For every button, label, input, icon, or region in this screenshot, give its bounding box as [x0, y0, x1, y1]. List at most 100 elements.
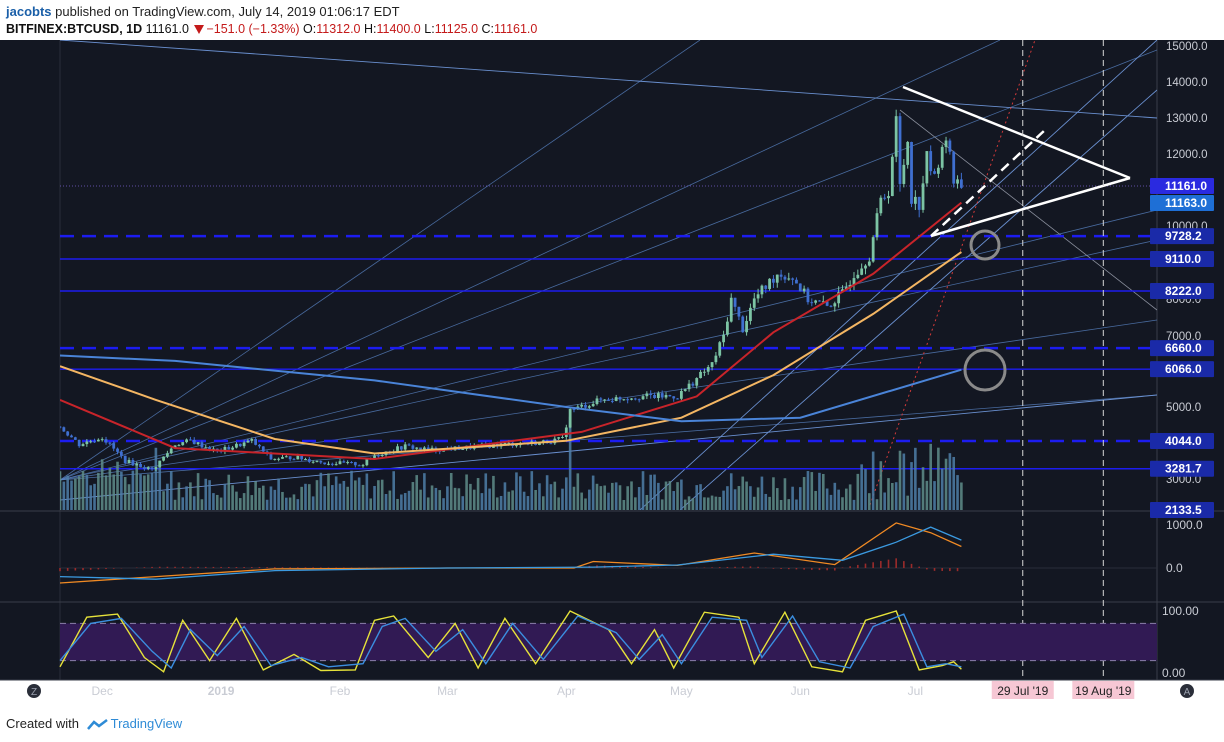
created-with-text: Created with — [6, 716, 79, 731]
candle-body — [399, 446, 403, 450]
volume-bar — [442, 498, 445, 510]
candle-body — [146, 467, 150, 469]
candle-body — [135, 463, 139, 466]
candle-body — [507, 442, 511, 444]
volume-bar — [883, 492, 886, 510]
volume-bar — [192, 496, 196, 510]
macd-histogram-bar — [949, 568, 951, 572]
candle-body — [603, 399, 607, 401]
candle-body — [722, 334, 725, 343]
volume-bar — [641, 471, 645, 510]
volume-bar — [246, 476, 250, 510]
price-tag-label: 6660.0 — [1165, 341, 1202, 355]
volume-bar — [388, 490, 392, 510]
volume-bar — [960, 482, 963, 510]
candle-body — [860, 268, 864, 275]
candle-body — [123, 455, 127, 464]
volume-bar — [488, 488, 491, 510]
volume-bar — [480, 493, 484, 510]
volume-bar — [254, 481, 257, 510]
red-dotted-trendline — [869, 40, 1036, 506]
volume-bar — [710, 495, 714, 510]
macd-histogram-bar — [273, 567, 276, 568]
volume-bar — [269, 486, 273, 510]
volume-bar — [649, 474, 652, 510]
candle-body — [595, 398, 599, 405]
candle-body — [729, 297, 733, 322]
main-pane — [60, 40, 1157, 510]
long-trendline — [60, 394, 1157, 501]
volume-bar — [62, 481, 66, 510]
volume-bar — [925, 480, 929, 510]
volume-bar — [948, 453, 952, 510]
open-label: O: — [303, 22, 317, 36]
volume-bar — [760, 476, 764, 510]
volume-bar — [331, 485, 334, 510]
highlight-circle — [963, 348, 1007, 392]
symbol-line: BITFINEX:BTCUSD, 1D 11161.0 −151.0 (−1.3… — [6, 22, 537, 36]
volume-bar — [304, 483, 307, 510]
candle-body — [568, 409, 572, 428]
author-name[interactable]: jacobts — [6, 4, 52, 19]
price-tag-label: 4044.0 — [1165, 434, 1202, 448]
candle-body — [668, 395, 672, 397]
volume-bar — [687, 496, 691, 510]
volume-bar — [166, 483, 169, 510]
volume-bar — [100, 459, 104, 510]
volume-bar — [495, 497, 499, 510]
volume-bar — [396, 498, 399, 510]
close-label: C: — [481, 22, 495, 36]
volume-bar — [319, 472, 323, 510]
candle-body — [346, 462, 350, 464]
volume-bar — [369, 498, 372, 510]
candle-body — [564, 427, 568, 437]
candle-body — [373, 455, 376, 459]
volume-bar — [868, 493, 871, 510]
candle-body — [710, 362, 714, 368]
candle-body — [315, 461, 319, 463]
candle-body — [871, 237, 875, 262]
time-tick-label: Dec — [92, 684, 113, 698]
tradingview-brand[interactable]: TradingView — [110, 716, 183, 731]
volume-bar — [342, 480, 346, 510]
volume-bar — [108, 468, 112, 510]
volume-bar — [833, 482, 837, 510]
fan-line — [60, 49, 1157, 481]
volume-bar — [85, 475, 89, 510]
volume-bar — [657, 482, 660, 510]
candle-body — [948, 140, 952, 152]
auto-scale-button-bg — [1180, 684, 1194, 698]
candle-body — [89, 441, 93, 443]
candle-body — [656, 393, 660, 399]
volume-bar — [549, 484, 553, 510]
candle-body — [238, 443, 242, 447]
candle-body — [645, 393, 649, 397]
candle-body — [430, 447, 434, 450]
zoom-button-bg — [27, 684, 41, 698]
candle-body — [100, 439, 104, 441]
chart-canvas[interactable]: 15000.014000.013000.012000.010000.08000.… — [0, 38, 1224, 710]
volume-bar — [752, 496, 756, 510]
volume-bar — [614, 482, 618, 510]
candle-body — [752, 298, 756, 308]
candle-body — [150, 467, 154, 470]
macd-histogram-bar — [281, 567, 284, 568]
candle-body — [572, 409, 576, 411]
volume-bar — [407, 490, 411, 510]
candle-body — [806, 288, 810, 303]
zoom-button[interactable]: Z — [27, 684, 41, 698]
volume-bar — [914, 447, 917, 510]
volume-bar — [127, 484, 131, 510]
macd-histogram-bar — [642, 566, 644, 568]
candle-body — [630, 398, 633, 400]
candle-body — [185, 439, 188, 443]
price-tag-label: 2133.5 — [1165, 503, 1202, 517]
macd-histogram-bar — [741, 566, 744, 568]
volume-bar — [630, 481, 633, 510]
candle-body — [403, 444, 407, 450]
macd-histogram-bar — [872, 562, 874, 568]
price-tick-label: 12000.0 — [1166, 149, 1208, 161]
grey-trendline — [899, 109, 1157, 311]
auto-scale-button[interactable]: A — [1180, 684, 1194, 698]
triangle-upper-line — [902, 85, 1131, 180]
